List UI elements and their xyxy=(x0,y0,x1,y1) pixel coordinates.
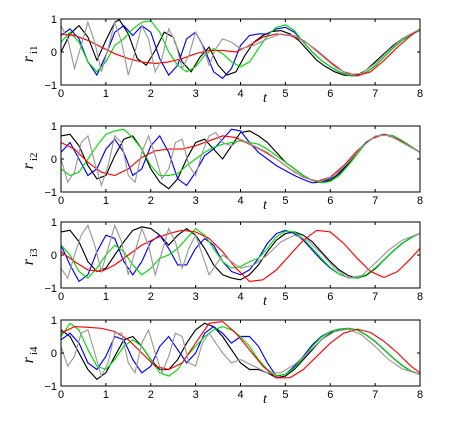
x-tick-label: 0 xyxy=(58,195,64,207)
x-tick-label: 3 xyxy=(193,291,199,303)
series-line-5 xyxy=(61,20,420,76)
y-axis-label-main: r xyxy=(20,258,37,265)
y-axis-label-subscript: i4 xyxy=(28,346,40,355)
y-tick-label: 0 xyxy=(51,154,57,166)
x-tick-label: 7 xyxy=(372,389,378,401)
x-tick-label: 1 xyxy=(103,88,109,100)
series-line-5 xyxy=(61,131,420,188)
x-tick-label: 0 xyxy=(58,291,64,303)
x-axis-label: t xyxy=(263,198,268,213)
x-tick-label: 7 xyxy=(372,291,378,303)
x-tick-label: 2 xyxy=(148,291,154,303)
y-axis-label: ri4 xyxy=(20,346,40,363)
x-tick-label: 2 xyxy=(148,88,154,100)
x-tick-label: 5 xyxy=(282,291,288,303)
series-line-5 xyxy=(61,223,420,280)
x-tick-label: 7 xyxy=(372,195,378,207)
y-tick-label: −1 xyxy=(44,381,57,393)
series-line-4 xyxy=(61,320,420,379)
plot-frame xyxy=(60,18,421,86)
y-axis-label-subscript: i3 xyxy=(28,248,40,257)
x-tick-label: 0 xyxy=(58,389,64,401)
x-tick-label: 5 xyxy=(282,88,288,100)
y-axis-label: ri1 xyxy=(20,45,40,62)
y-axis-label: ri3 xyxy=(20,248,40,265)
x-tick-label: 6 xyxy=(327,195,333,207)
y-tick-label: 1 xyxy=(51,217,57,229)
x-tick-label: 3 xyxy=(193,88,199,100)
x-tick-label: 6 xyxy=(327,88,333,100)
series-line-4 xyxy=(61,229,420,283)
y-tick-label: −1 xyxy=(44,80,57,92)
series-line-4 xyxy=(61,28,420,77)
x-tick-label: 2 xyxy=(148,195,154,207)
series-line-5 xyxy=(61,328,420,378)
y-tick-label: 1 xyxy=(51,121,57,133)
x-axis-label: t xyxy=(263,392,268,407)
y-axis-label-main: r xyxy=(20,55,37,62)
x-tick-label: 4 xyxy=(237,389,243,401)
x-tick-label: 4 xyxy=(237,291,243,303)
y-tick-label: 0 xyxy=(51,47,57,59)
y-tick-label: −1 xyxy=(44,283,57,295)
x-tick-label: 3 xyxy=(193,389,199,401)
series-line-3 xyxy=(61,322,420,377)
plot-frame xyxy=(60,319,421,387)
x-tick-label: 1 xyxy=(103,291,109,303)
x-tick-label: 8 xyxy=(417,291,423,303)
x-tick-label: 8 xyxy=(417,389,423,401)
series-line-1 xyxy=(61,19,420,77)
x-tick-label: 3 xyxy=(193,195,199,207)
series-line-3 xyxy=(61,227,420,279)
y-tick-label: 0 xyxy=(51,348,57,360)
x-tick-label: 1 xyxy=(103,389,109,401)
series-line-3 xyxy=(61,128,420,184)
y-tick-label: 1 xyxy=(51,14,57,26)
y-axis-label-subscript: i2 xyxy=(28,152,40,161)
x-tick-label: 8 xyxy=(417,88,423,100)
x-tick-label: 6 xyxy=(327,389,333,401)
y-tick-label: −1 xyxy=(44,187,57,199)
y-axis-label-main: r xyxy=(20,356,37,363)
x-tick-label: 7 xyxy=(372,88,378,100)
y-axis-label-subscript: i1 xyxy=(28,45,40,54)
x-axis-label: t xyxy=(263,294,268,309)
x-tick-label: 5 xyxy=(282,195,288,207)
x-tick-label: 4 xyxy=(237,88,243,100)
y-axis-label: ri2 xyxy=(20,152,40,169)
x-tick-label: 5 xyxy=(282,389,288,401)
x-tick-label: 1 xyxy=(103,195,109,207)
y-tick-label: 1 xyxy=(51,315,57,327)
x-axis-label: t xyxy=(263,91,268,106)
x-tick-label: 4 xyxy=(237,195,243,207)
x-tick-label: 2 xyxy=(148,389,154,401)
x-tick-label: 8 xyxy=(417,195,423,207)
y-axis-label-main: r xyxy=(20,162,37,169)
x-tick-label: 6 xyxy=(327,291,333,303)
y-tick-label: 0 xyxy=(51,250,57,262)
x-tick-label: 0 xyxy=(58,88,64,100)
